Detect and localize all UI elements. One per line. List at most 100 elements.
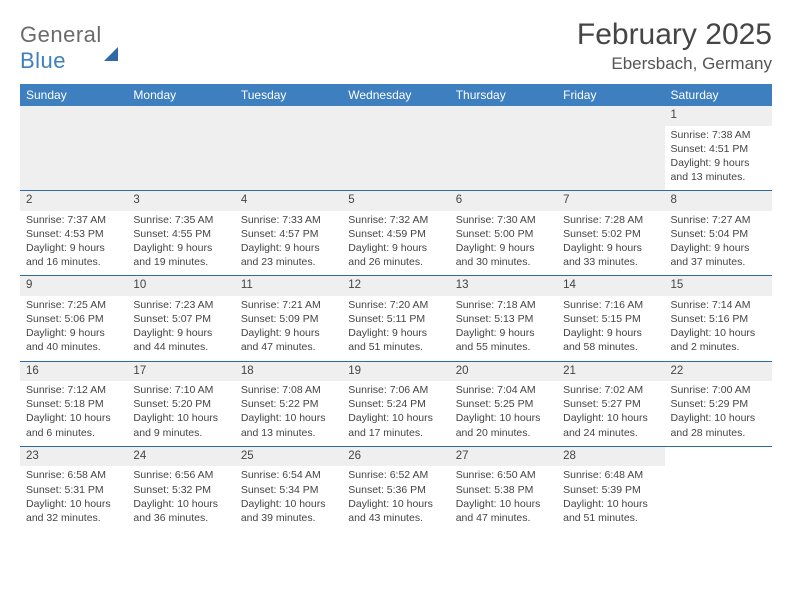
daylight-line: Daylight: 10 hours and 47 minutes.: [456, 497, 551, 525]
sunset-line: Sunset: 4:53 PM: [26, 227, 121, 241]
sunset-line: Sunset: 5:29 PM: [671, 397, 766, 411]
sunrise-line: Sunrise: 6:52 AM: [348, 468, 443, 482]
day-cell: 10Sunrise: 7:23 AMSunset: 5:07 PMDayligh…: [127, 276, 234, 361]
sunrise-line: Sunrise: 6:56 AM: [133, 468, 228, 482]
sunrise-line: Sunrise: 7:10 AM: [133, 383, 228, 397]
daylight-line: Daylight: 9 hours and 26 minutes.: [348, 241, 443, 269]
sunrise-line: Sunrise: 7:14 AM: [671, 298, 766, 312]
day-cell: 6Sunrise: 7:30 AMSunset: 5:00 PMDaylight…: [450, 191, 557, 276]
daylight-line: Daylight: 10 hours and 13 minutes.: [241, 411, 336, 439]
day-number: 2: [20, 191, 127, 211]
sunrise-line: Sunrise: 7:00 AM: [671, 383, 766, 397]
day-cell: 18Sunrise: 7:08 AMSunset: 5:22 PMDayligh…: [235, 361, 342, 446]
weekday-header: Wednesday: [342, 84, 449, 106]
sunset-line: Sunset: 4:59 PM: [348, 227, 443, 241]
sunset-line: Sunset: 5:02 PM: [563, 227, 658, 241]
sunrise-line: Sunrise: 6:58 AM: [26, 468, 121, 482]
daylight-line: Daylight: 9 hours and 19 minutes.: [133, 241, 228, 269]
day-number: 1: [665, 106, 772, 126]
day-number: 16: [20, 362, 127, 382]
day-cell: 25Sunrise: 6:54 AMSunset: 5:34 PMDayligh…: [235, 446, 342, 531]
day-cell: 21Sunrise: 7:02 AMSunset: 5:27 PMDayligh…: [557, 361, 664, 446]
sunrise-line: Sunrise: 7:38 AM: [671, 128, 766, 142]
sunrise-line: Sunrise: 7:28 AM: [563, 213, 658, 227]
day-cell: [235, 106, 342, 191]
day-cell: 19Sunrise: 7:06 AMSunset: 5:24 PMDayligh…: [342, 361, 449, 446]
sunset-line: Sunset: 5:04 PM: [671, 227, 766, 241]
sunset-line: Sunset: 5:32 PM: [133, 483, 228, 497]
sunset-line: Sunset: 5:20 PM: [133, 397, 228, 411]
daylight-line: Daylight: 9 hours and 58 minutes.: [563, 326, 658, 354]
day-number: 7: [557, 191, 664, 211]
weekday-header: Friday: [557, 84, 664, 106]
daylight-line: Daylight: 10 hours and 32 minutes.: [26, 497, 121, 525]
sunset-line: Sunset: 5:16 PM: [671, 312, 766, 326]
day-cell: 28Sunrise: 6:48 AMSunset: 5:39 PMDayligh…: [557, 446, 664, 531]
day-number: 13: [450, 276, 557, 296]
weekday-header: Saturday: [665, 84, 772, 106]
day-number: 4: [235, 191, 342, 211]
sunset-line: Sunset: 4:57 PM: [241, 227, 336, 241]
day-cell: 8Sunrise: 7:27 AMSunset: 5:04 PMDaylight…: [665, 191, 772, 276]
sunrise-line: Sunrise: 7:32 AM: [348, 213, 443, 227]
day-cell: 2Sunrise: 7:37 AMSunset: 4:53 PMDaylight…: [20, 191, 127, 276]
sunset-line: Sunset: 5:31 PM: [26, 483, 121, 497]
day-cell: 5Sunrise: 7:32 AMSunset: 4:59 PMDaylight…: [342, 191, 449, 276]
day-cell: 27Sunrise: 6:50 AMSunset: 5:38 PMDayligh…: [450, 446, 557, 531]
day-number: 15: [665, 276, 772, 296]
daylight-line: Daylight: 9 hours and 47 minutes.: [241, 326, 336, 354]
day-number: 20: [450, 362, 557, 382]
sunrise-line: Sunrise: 7:08 AM: [241, 383, 336, 397]
sunset-line: Sunset: 5:00 PM: [456, 227, 551, 241]
sunrise-line: Sunrise: 7:23 AM: [133, 298, 228, 312]
week-row: 9Sunrise: 7:25 AMSunset: 5:06 PMDaylight…: [20, 276, 772, 361]
day-number: 19: [342, 362, 449, 382]
daylight-line: Daylight: 10 hours and 17 minutes.: [348, 411, 443, 439]
day-cell: 13Sunrise: 7:18 AMSunset: 5:13 PMDayligh…: [450, 276, 557, 361]
daylight-line: Daylight: 10 hours and 51 minutes.: [563, 497, 658, 525]
sunrise-line: Sunrise: 6:48 AM: [563, 468, 658, 482]
location: Ebersbach, Germany: [577, 54, 772, 74]
day-number: 14: [557, 276, 664, 296]
day-number: 18: [235, 362, 342, 382]
brand-logo: General Blue: [20, 18, 118, 74]
sunset-line: Sunset: 5:18 PM: [26, 397, 121, 411]
day-cell: [342, 106, 449, 191]
day-cell: 23Sunrise: 6:58 AMSunset: 5:31 PMDayligh…: [20, 446, 127, 531]
sunset-line: Sunset: 5:11 PM: [348, 312, 443, 326]
daylight-line: Daylight: 9 hours and 33 minutes.: [563, 241, 658, 269]
day-cell: 4Sunrise: 7:33 AMSunset: 4:57 PMDaylight…: [235, 191, 342, 276]
sunset-line: Sunset: 5:13 PM: [456, 312, 551, 326]
day-cell: 17Sunrise: 7:10 AMSunset: 5:20 PMDayligh…: [127, 361, 234, 446]
brand-part2: Blue: [20, 48, 66, 73]
day-number: 11: [235, 276, 342, 296]
day-cell: [20, 106, 127, 191]
sunrise-line: Sunrise: 7:37 AM: [26, 213, 121, 227]
day-number: 17: [127, 362, 234, 382]
daylight-line: Daylight: 10 hours and 9 minutes.: [133, 411, 228, 439]
sunrise-line: Sunrise: 7:04 AM: [456, 383, 551, 397]
day-cell: [127, 106, 234, 191]
daylight-line: Daylight: 10 hours and 6 minutes.: [26, 411, 121, 439]
sunset-line: Sunset: 5:36 PM: [348, 483, 443, 497]
day-number: 28: [557, 447, 664, 467]
weekday-header-row: Sunday Monday Tuesday Wednesday Thursday…: [20, 84, 772, 106]
day-cell: 3Sunrise: 7:35 AMSunset: 4:55 PMDaylight…: [127, 191, 234, 276]
day-number: 23: [20, 447, 127, 467]
day-cell: 22Sunrise: 7:00 AMSunset: 5:29 PMDayligh…: [665, 361, 772, 446]
day-cell: 16Sunrise: 7:12 AMSunset: 5:18 PMDayligh…: [20, 361, 127, 446]
day-number: 12: [342, 276, 449, 296]
day-cell: 24Sunrise: 6:56 AMSunset: 5:32 PMDayligh…: [127, 446, 234, 531]
sunrise-line: Sunrise: 7:18 AM: [456, 298, 551, 312]
day-cell: [557, 106, 664, 191]
daylight-line: Daylight: 10 hours and 39 minutes.: [241, 497, 336, 525]
daylight-line: Daylight: 9 hours and 51 minutes.: [348, 326, 443, 354]
day-cell: [450, 106, 557, 191]
sunset-line: Sunset: 4:55 PM: [133, 227, 228, 241]
daylight-line: Daylight: 9 hours and 23 minutes.: [241, 241, 336, 269]
sunrise-line: Sunrise: 6:50 AM: [456, 468, 551, 482]
day-number: 21: [557, 362, 664, 382]
day-cell: 15Sunrise: 7:14 AMSunset: 5:16 PMDayligh…: [665, 276, 772, 361]
day-cell: 26Sunrise: 6:52 AMSunset: 5:36 PMDayligh…: [342, 446, 449, 531]
day-number: 26: [342, 447, 449, 467]
